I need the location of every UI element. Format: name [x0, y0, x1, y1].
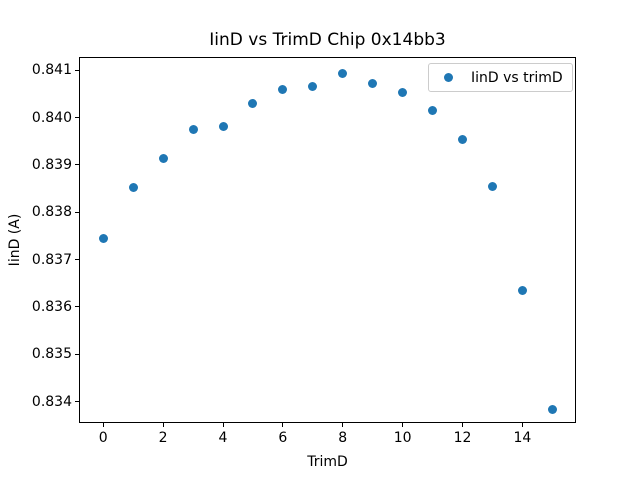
- scatter-point: [398, 88, 408, 97]
- x-tick-mark: [282, 423, 284, 427]
- x-tick-label: 4: [218, 430, 228, 446]
- scatter-point: [158, 154, 168, 164]
- scatter-point: [458, 134, 468, 144]
- y-tick-mark: [75, 69, 79, 71]
- y-tick-mark: [75, 306, 79, 308]
- y-tick-mark: [75, 117, 79, 119]
- legend-marker-dot-icon: [444, 73, 453, 82]
- x-tick-mark: [102, 423, 104, 427]
- plot-area: [79, 57, 576, 423]
- y-tick-mark: [75, 401, 79, 403]
- scatter-point: [338, 69, 348, 79]
- scatter-point: [278, 85, 288, 95]
- x-tick-label: 10: [393, 430, 412, 446]
- x-tick-mark: [162, 423, 164, 427]
- legend: IinD vs trimD: [428, 63, 573, 92]
- scatter-point: [218, 121, 228, 131]
- x-tick-mark: [462, 423, 464, 427]
- scatter-point: [547, 404, 557, 414]
- y-tick-label: 0.834: [31, 393, 72, 410]
- x-tick-label: 2: [158, 430, 168, 446]
- scatter-point: [487, 182, 497, 192]
- y-tick-mark: [75, 164, 79, 166]
- scatter-point: [428, 106, 438, 116]
- scatter-point: [188, 125, 198, 135]
- y-tick-label: 0.839: [31, 156, 72, 173]
- scatter-point: [98, 234, 108, 244]
- y-tick-mark: [75, 211, 79, 213]
- legend-label: IinD vs trimD: [471, 69, 563, 86]
- x-tick-mark: [342, 423, 344, 427]
- y-tick-label: 0.840: [31, 109, 72, 126]
- scatter-point: [128, 182, 138, 192]
- scatter-point: [368, 78, 378, 88]
- x-tick-label: 8: [338, 430, 348, 446]
- scatter-point: [248, 99, 258, 109]
- y-tick-mark: [75, 259, 79, 261]
- scatter-point: [517, 285, 527, 295]
- x-tick-mark: [521, 423, 523, 427]
- x-tick-mark: [222, 423, 224, 427]
- y-tick-label: 0.837: [31, 251, 72, 268]
- x-tick-mark: [402, 423, 404, 427]
- x-tick-label: 0: [98, 430, 108, 446]
- y-tick-label: 0.841: [31, 62, 72, 79]
- y-tick-mark: [75, 353, 79, 355]
- x-axis-label: TrimD: [307, 454, 348, 470]
- x-tick-label: 12: [453, 430, 472, 446]
- x-tick-label: 14: [513, 430, 532, 446]
- chart-title: IinD vs TrimD Chip 0x14bb3: [209, 30, 446, 50]
- scatter-point: [308, 82, 318, 92]
- x-tick-label: 6: [278, 430, 288, 446]
- y-tick-label: 0.835: [31, 346, 72, 363]
- y-tick-label: 0.838: [31, 204, 72, 221]
- y-tick-label: 0.836: [31, 298, 72, 315]
